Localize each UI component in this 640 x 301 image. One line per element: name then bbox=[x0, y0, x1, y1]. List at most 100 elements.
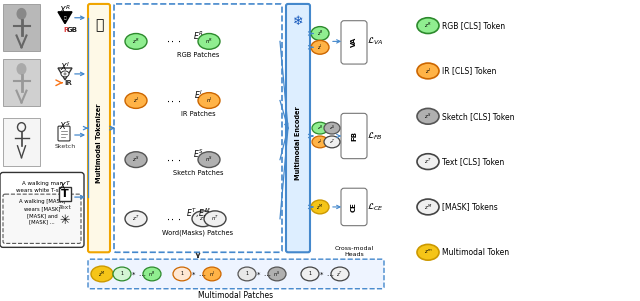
Text: $z^R$: $z^R$ bbox=[317, 123, 323, 133]
Text: VA: VA bbox=[351, 36, 357, 47]
Ellipse shape bbox=[91, 266, 113, 282]
Ellipse shape bbox=[125, 93, 147, 108]
Text: Text: Text bbox=[59, 205, 72, 210]
Bar bbox=[3, 118, 40, 166]
Ellipse shape bbox=[417, 63, 439, 79]
Ellipse shape bbox=[417, 108, 439, 124]
FancyBboxPatch shape bbox=[114, 4, 282, 252]
Text: Sketch Patches: Sketch Patches bbox=[173, 170, 223, 176]
FancyBboxPatch shape bbox=[88, 259, 384, 289]
Text: $X^I$: $X^I$ bbox=[60, 60, 70, 73]
Text: Multimodal Encoder: Multimodal Encoder bbox=[295, 106, 301, 180]
Text: $z^M$: $z^M$ bbox=[424, 202, 432, 212]
Text: $z^S$: $z^S$ bbox=[329, 123, 335, 133]
Ellipse shape bbox=[198, 33, 220, 49]
Ellipse shape bbox=[324, 122, 340, 134]
FancyBboxPatch shape bbox=[58, 126, 70, 141]
Text: $n^I$: $n^I$ bbox=[209, 269, 215, 279]
Text: 1: 1 bbox=[180, 272, 184, 276]
Text: Sketch [CLS] Token: Sketch [CLS] Token bbox=[442, 112, 515, 121]
Text: $*$: $*$ bbox=[191, 271, 196, 277]
Text: Text [CLS] Token: Text [CLS] Token bbox=[442, 157, 504, 166]
Text: Multimodal Tokenizer: Multimodal Tokenizer bbox=[96, 103, 102, 183]
Polygon shape bbox=[58, 12, 72, 24]
FancyBboxPatch shape bbox=[88, 4, 110, 252]
Text: $z^T$: $z^T$ bbox=[199, 214, 207, 223]
Bar bbox=[3, 59, 40, 107]
Text: R: R bbox=[63, 26, 68, 33]
Text: $z^m$: $z^m$ bbox=[424, 248, 432, 256]
Text: A walking man: A walking man bbox=[22, 181, 63, 186]
Ellipse shape bbox=[417, 244, 439, 260]
Ellipse shape bbox=[173, 267, 191, 281]
Ellipse shape bbox=[324, 136, 340, 148]
Text: Sketch: Sketch bbox=[54, 144, 76, 149]
Text: $n^S$: $n^S$ bbox=[273, 269, 281, 279]
Ellipse shape bbox=[63, 73, 67, 75]
Ellipse shape bbox=[312, 136, 328, 148]
Text: $n^R$: $n^R$ bbox=[205, 37, 213, 46]
Text: $z^I$: $z^I$ bbox=[133, 96, 139, 105]
Ellipse shape bbox=[417, 154, 439, 169]
Text: Word(Masks) Patches: Word(Masks) Patches bbox=[163, 230, 234, 236]
Ellipse shape bbox=[312, 122, 328, 134]
Text: FB: FB bbox=[351, 131, 357, 141]
Text: $E^R$: $E^R$ bbox=[193, 29, 204, 42]
Text: $\cdot\cdot\cdot$: $\cdot\cdot\cdot$ bbox=[166, 214, 182, 224]
Text: $E^T, E^M$: $E^T, E^M$ bbox=[186, 207, 211, 220]
Text: [MASK] and: [MASK] and bbox=[27, 213, 58, 218]
Text: $\cdots$: $\cdots$ bbox=[326, 271, 334, 277]
Text: ✳: ✳ bbox=[60, 214, 70, 227]
Text: $z^T$: $z^T$ bbox=[132, 214, 140, 223]
Text: $X^R$: $X^R$ bbox=[59, 4, 71, 16]
Text: 1: 1 bbox=[308, 272, 312, 276]
Text: Cross-modal: Cross-modal bbox=[335, 246, 374, 251]
FancyBboxPatch shape bbox=[0, 172, 84, 247]
Ellipse shape bbox=[311, 200, 329, 214]
Text: $*$: $*$ bbox=[131, 271, 136, 277]
Text: $z^S$: $z^S$ bbox=[424, 112, 431, 121]
Text: T: T bbox=[61, 189, 69, 199]
Ellipse shape bbox=[311, 26, 329, 40]
Text: $z^M$: $z^M$ bbox=[98, 269, 106, 279]
Ellipse shape bbox=[417, 18, 439, 33]
Text: ⬛: ⬛ bbox=[64, 16, 67, 20]
Bar bbox=[3, 4, 40, 51]
Text: Multimodal Token: Multimodal Token bbox=[442, 248, 509, 257]
Polygon shape bbox=[58, 68, 72, 80]
Ellipse shape bbox=[301, 267, 319, 281]
Text: 1: 1 bbox=[245, 272, 248, 276]
Text: ❄: ❄ bbox=[292, 15, 303, 28]
Ellipse shape bbox=[268, 267, 286, 281]
Text: 1: 1 bbox=[120, 272, 124, 276]
Text: RGB Patches: RGB Patches bbox=[177, 52, 219, 58]
Text: IR Patches: IR Patches bbox=[180, 111, 215, 117]
Text: $X^T$: $X^T$ bbox=[59, 179, 72, 192]
Text: $\cdot\cdot\cdot$: $\cdot\cdot\cdot$ bbox=[166, 95, 182, 106]
Text: $n^R$: $n^R$ bbox=[148, 269, 156, 279]
Text: $z^I$: $z^I$ bbox=[317, 43, 323, 52]
FancyBboxPatch shape bbox=[341, 188, 367, 226]
Text: $\cdots$: $\cdots$ bbox=[263, 271, 271, 277]
Ellipse shape bbox=[125, 33, 147, 49]
Ellipse shape bbox=[125, 152, 147, 168]
Text: $\cdot\cdot\cdot$: $\cdot\cdot\cdot$ bbox=[166, 155, 182, 165]
Ellipse shape bbox=[113, 267, 131, 281]
Text: $z^T$: $z^T$ bbox=[424, 157, 432, 166]
Text: $*$: $*$ bbox=[319, 271, 324, 277]
Text: Multimodal Patches: Multimodal Patches bbox=[198, 291, 273, 300]
Bar bbox=[59, 187, 71, 201]
Text: $z^R$: $z^R$ bbox=[424, 21, 431, 30]
Text: wears [MASK]: wears [MASK] bbox=[24, 206, 60, 211]
Text: A walking [MASK]: A walking [MASK] bbox=[19, 199, 65, 204]
Text: IR [CLS] Token: IR [CLS] Token bbox=[442, 67, 497, 76]
Ellipse shape bbox=[198, 152, 220, 168]
Text: $z^S$: $z^S$ bbox=[132, 155, 140, 164]
Text: 🔥: 🔥 bbox=[95, 19, 103, 33]
Text: $\cdots$: $\cdots$ bbox=[138, 271, 146, 277]
Text: [MASK] ...: [MASK] ... bbox=[29, 220, 55, 225]
Text: $z^M$: $z^M$ bbox=[316, 202, 324, 212]
Text: $E^S$: $E^S$ bbox=[193, 148, 204, 160]
Text: $X^S$: $X^S$ bbox=[59, 119, 71, 132]
Text: $\mathcal{L}_{FB}$: $\mathcal{L}_{FB}$ bbox=[367, 130, 383, 142]
